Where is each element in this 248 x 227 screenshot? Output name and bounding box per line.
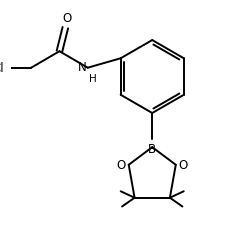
Text: O: O xyxy=(179,159,188,172)
Text: H: H xyxy=(89,74,97,84)
Text: B: B xyxy=(148,143,156,156)
Text: O: O xyxy=(62,12,71,25)
Text: Cl: Cl xyxy=(0,62,4,75)
Text: N: N xyxy=(78,61,87,74)
Text: O: O xyxy=(116,159,126,172)
